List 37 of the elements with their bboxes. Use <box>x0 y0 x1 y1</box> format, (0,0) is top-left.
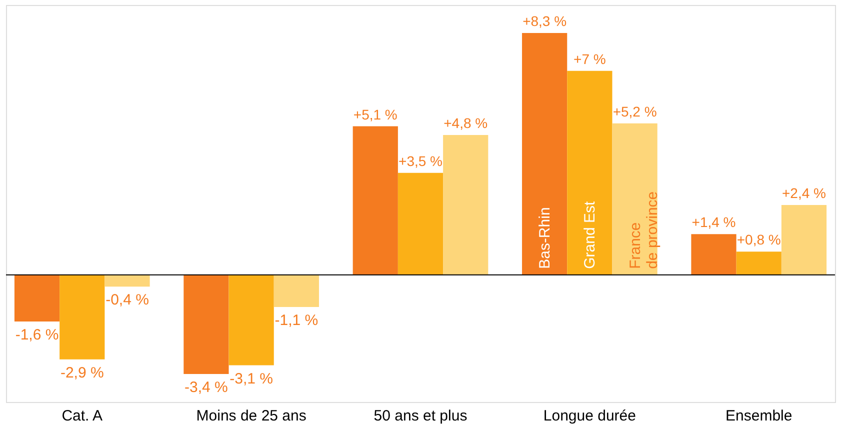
bar <box>443 135 488 275</box>
data-label: -2,9 % <box>60 364 104 382</box>
bar <box>104 274 150 287</box>
x-tick-label: 50 ans et plus <box>374 408 468 424</box>
data-label: +5,1 % <box>353 106 398 122</box>
data-label: +0,8 % <box>736 232 781 248</box>
bar <box>522 33 568 275</box>
bar <box>184 274 229 374</box>
x-tick-label: Cat. A <box>62 408 103 424</box>
data-label: +8,3 % <box>522 13 567 29</box>
series-label: France de province <box>626 191 661 269</box>
x-tick-label: Moins de 25 ans <box>196 408 306 424</box>
data-label: -1,6 % <box>15 326 59 344</box>
bar <box>691 234 736 275</box>
series-label: Grand Est <box>582 200 599 269</box>
data-label: +3,5 % <box>398 152 442 169</box>
data-label: -1,1 % <box>274 312 318 329</box>
series-label: Bas-Rhin <box>536 207 554 269</box>
bar <box>398 172 444 275</box>
bar <box>781 204 827 275</box>
bar <box>736 252 782 275</box>
data-label: +4,8 % <box>444 115 488 132</box>
bar <box>567 70 612 275</box>
data-label: +5,2 % <box>612 103 657 120</box>
bar <box>14 274 60 322</box>
data-label: +1,4 % <box>692 214 736 230</box>
data-label: -3,4 % <box>184 379 228 396</box>
data-label: -0,4 % <box>106 292 149 309</box>
data-label: +2,4 % <box>782 184 826 201</box>
bar <box>274 274 319 307</box>
bar <box>228 274 274 366</box>
data-label: +7 % <box>574 50 606 67</box>
x-tick-label: Longue durée <box>543 408 636 424</box>
bar <box>60 274 105 360</box>
bar <box>352 126 398 275</box>
data-label: -3,1 % <box>230 370 273 388</box>
x-tick-label: Ensemble <box>726 408 792 424</box>
